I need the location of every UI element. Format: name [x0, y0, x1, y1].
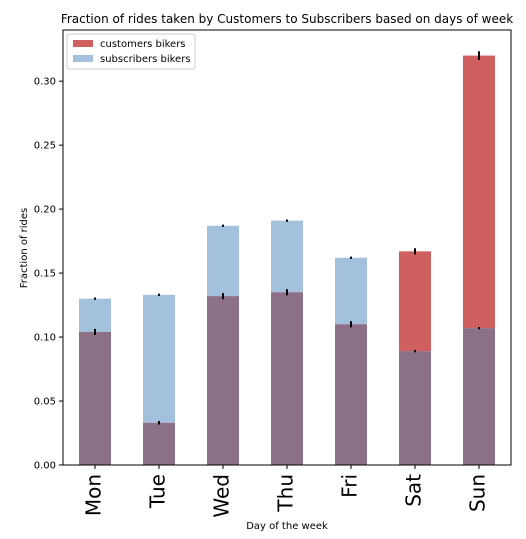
bar-sun-overlap [463, 328, 495, 465]
x-tick-label-mon: Mon [82, 474, 106, 516]
bar-mon-upper [79, 298, 111, 332]
bar-mon-overlap [79, 331, 111, 465]
bar-wed-overlap [207, 296, 239, 465]
legend-label-customers: customers bikers [100, 39, 186, 50]
y-tick-label: 0.30 [34, 77, 56, 88]
bar-thu-upper [271, 220, 303, 293]
plot-area [79, 51, 495, 465]
x-tick-label-wed: Wed [210, 474, 234, 518]
chart-title: Fraction of rides taken by Customers to … [61, 12, 513, 26]
bar-sat-upper [399, 251, 431, 352]
y-tick-label: 0.20 [34, 205, 56, 216]
x-tick-label-sat: Sat [402, 474, 426, 507]
bar-fri-overlap [335, 324, 367, 465]
y-tick-label: 0.10 [34, 333, 56, 344]
bar-thu-overlap [271, 292, 303, 465]
x-tick-label-tue: Tue [146, 474, 170, 509]
y-axis-label: Fraction of rides [19, 208, 30, 289]
legend-label-subscribers: subscribers bikers [100, 54, 191, 65]
y-tick-label: 0.05 [34, 397, 56, 408]
x-tick-label-sun: Sun [466, 474, 490, 512]
y-tick-label: 0.00 [34, 461, 56, 472]
y-tick-label: 0.25 [34, 141, 56, 152]
bar-tue-overlap [143, 422, 175, 465]
bar-sat-overlap [399, 351, 431, 465]
legend-swatch-customers [73, 40, 93, 47]
x-axis-label: Day of the week [246, 521, 328, 532]
bar-sun-upper [463, 55, 495, 329]
x-tick-label-thu: Thu [274, 474, 298, 513]
x-axis: Mon Tue Wed Thu Fri Sat Sun [82, 465, 490, 518]
bar-tue-upper [143, 294, 175, 423]
legend-swatch-subscribers [73, 55, 93, 62]
plot-frame [62, 29, 512, 466]
legend-frame [66, 33, 196, 70]
bar-fri-upper [335, 257, 367, 325]
y-axis: 0.00 0.05 0.10 0.15 0.20 0.25 0.30 [34, 77, 63, 472]
y-tick-label: 0.15 [34, 269, 56, 280]
legend: customers bikers subscribers bikers [66, 33, 196, 70]
x-tick-label-fri: Fri [338, 474, 362, 498]
bar-wed-upper [207, 225, 239, 297]
